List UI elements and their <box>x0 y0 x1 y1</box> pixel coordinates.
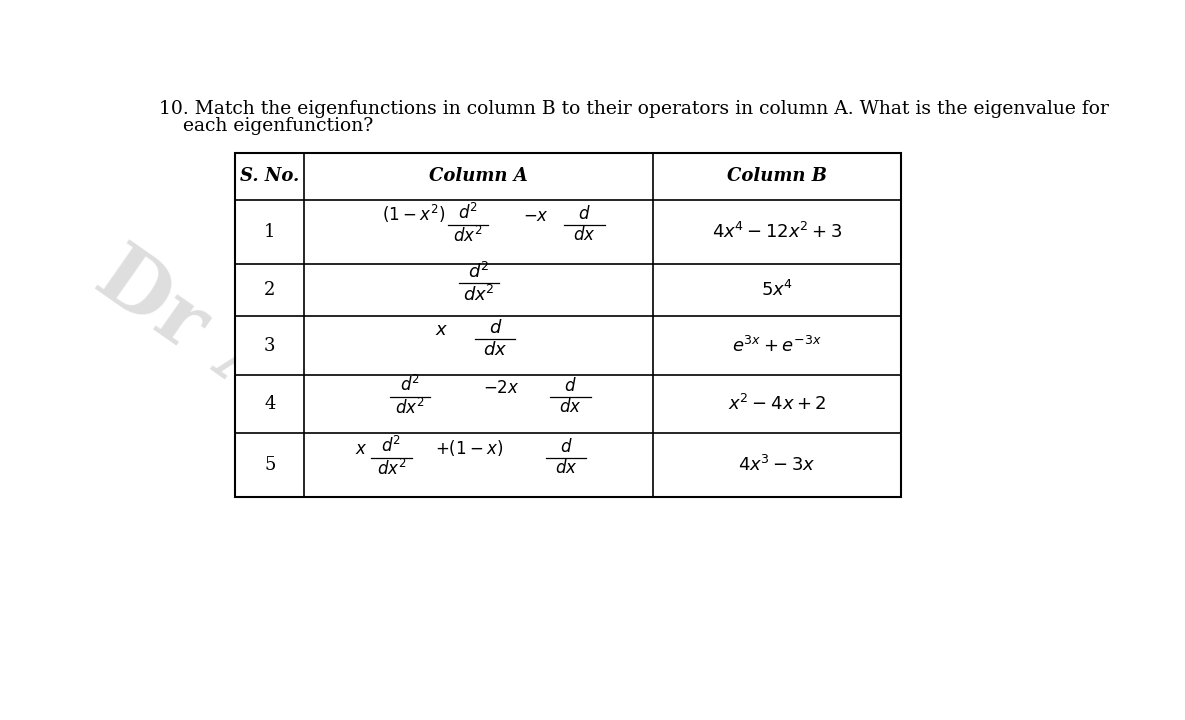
Text: $dx$: $dx$ <box>555 459 577 477</box>
Text: each eigenfunction?: each eigenfunction? <box>159 117 373 135</box>
Text: $4x^4 - 12x^2 + 3$: $4x^4 - 12x^2 + 3$ <box>712 222 843 242</box>
Text: $dx^2$: $dx^2$ <box>453 226 482 246</box>
Text: $d^2$: $d^2$ <box>382 436 402 456</box>
Text: $d$: $d$ <box>578 205 590 223</box>
Text: $d^2$: $d^2$ <box>468 262 489 282</box>
Text: $dx^2$: $dx^2$ <box>395 398 424 418</box>
Text: $+(1-x)$: $+(1-x)$ <box>435 438 502 458</box>
Text: $x^2 - 4x + 2$: $x^2 - 4x + 2$ <box>728 394 826 414</box>
Text: 10. Match the eigenfunctions in column B to their operators in column A. What is: 10. Match the eigenfunctions in column B… <box>159 100 1109 118</box>
Text: S. No.: S. No. <box>241 168 300 186</box>
Text: Column B: Column B <box>728 168 827 186</box>
Text: $d$: $d$ <box>559 438 572 456</box>
Text: 1: 1 <box>264 223 276 241</box>
Text: $d$: $d$ <box>564 377 577 395</box>
Text: $- 2x$: $- 2x$ <box>483 379 520 397</box>
Text: $dx$: $dx$ <box>483 341 507 359</box>
Text: $(1-x^2)$: $(1-x^2)$ <box>383 202 446 225</box>
Text: $dx^2$: $dx^2$ <box>377 459 406 480</box>
Text: $d^2$: $d^2$ <box>457 203 478 223</box>
Text: $d^2$: $d^2$ <box>399 375 419 395</box>
Text: $dx$: $dx$ <box>559 398 582 416</box>
Text: 3: 3 <box>264 336 276 354</box>
Bar <box>236 153 902 497</box>
Text: Column A: Column A <box>429 168 529 186</box>
Text: $e^{3x} + e^{-3x}$: $e^{3x} + e^{-3x}$ <box>732 336 822 356</box>
Text: $dx^2$: $dx^2$ <box>463 285 494 305</box>
Text: 2: 2 <box>264 281 275 299</box>
Text: 5: 5 <box>264 456 275 474</box>
Text: $4x^3 - 3x$: $4x^3 - 3x$ <box>738 455 816 474</box>
Text: $dx$: $dx$ <box>574 226 596 244</box>
Text: $- x$: $- x$ <box>523 208 549 225</box>
Text: 4: 4 <box>264 395 275 413</box>
Text: $x$: $x$ <box>435 321 449 339</box>
Text: $5x^4$: $5x^4$ <box>761 280 793 300</box>
Text: Dr Am: Dr Am <box>81 234 371 471</box>
Text: $x$: $x$ <box>354 441 367 458</box>
Text: $d$: $d$ <box>488 319 502 337</box>
